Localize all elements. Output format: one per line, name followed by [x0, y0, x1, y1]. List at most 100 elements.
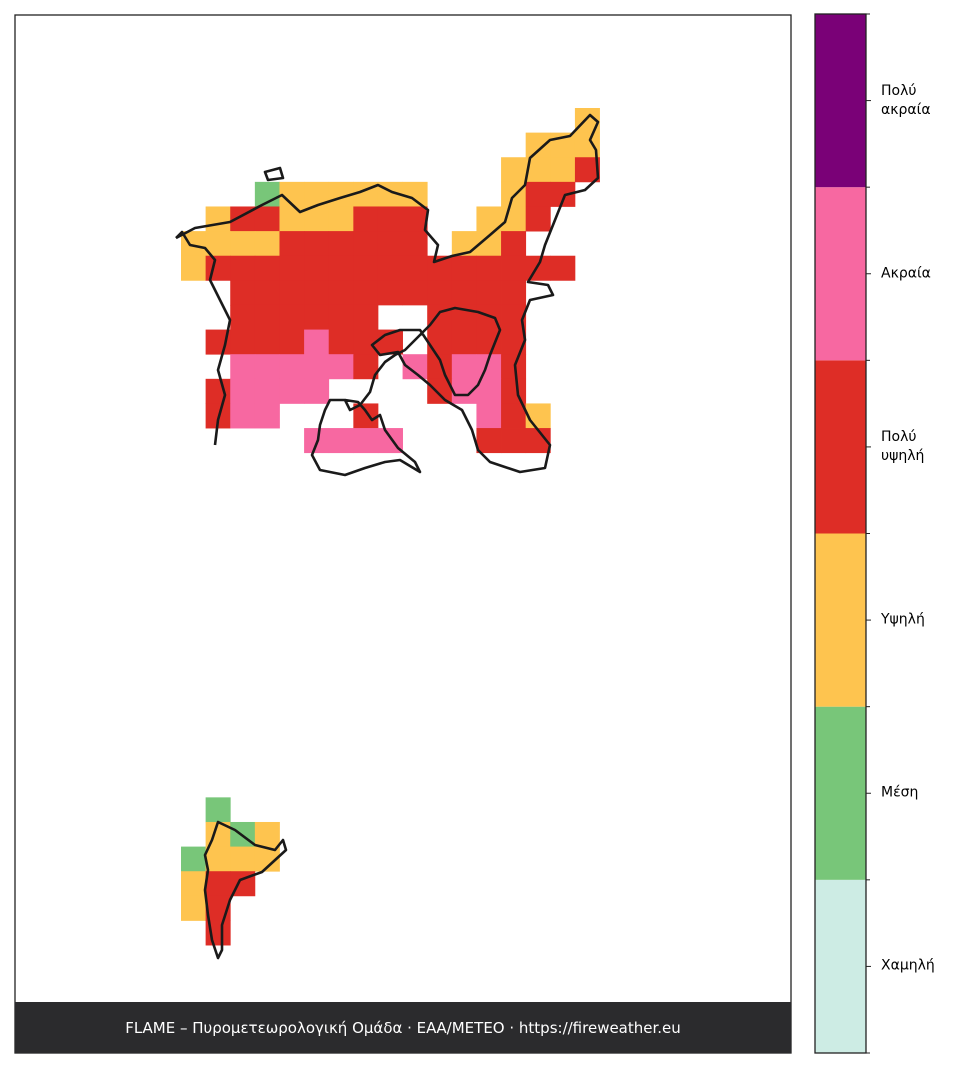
risk-cell [254, 255, 280, 281]
risk-cell [304, 354, 330, 380]
legend-label: Χαμηλή [881, 957, 935, 974]
risk-cell [328, 354, 354, 380]
risk-cell [230, 403, 256, 429]
risk-cell [451, 354, 477, 380]
risk-cell [279, 329, 305, 355]
coastline-islet [263, 166, 285, 182]
risk-cell [377, 280, 403, 306]
risk-cell [279, 378, 305, 404]
risk-cell [402, 280, 428, 306]
risk-cell [254, 231, 280, 257]
risk-cell [230, 255, 256, 281]
risk-cell [525, 206, 551, 232]
risk-grid [181, 108, 600, 946]
risk-cell [328, 280, 354, 306]
risk-cell [501, 329, 527, 355]
risk-cell [501, 280, 527, 306]
risk-cell [230, 378, 256, 404]
risk-cell [328, 329, 354, 355]
risk-cell [328, 255, 354, 281]
risk-cell [353, 280, 379, 306]
legend-label: Μέση [881, 784, 919, 801]
legend-label: Υψηλή [881, 611, 925, 628]
risk-cell [353, 304, 379, 330]
colorbar-segment [815, 533, 866, 707]
risk-cell [427, 280, 453, 306]
risk-cell [353, 206, 379, 232]
risk-cell [279, 206, 305, 232]
risk-cell [402, 231, 428, 257]
colorbar-frame [814, 13, 867, 1054]
colorbar [815, 13, 871, 1054]
risk-cell [254, 378, 280, 404]
risk-cell [279, 280, 305, 306]
risk-cell [304, 280, 330, 306]
risk-cell [402, 206, 428, 232]
risk-cell [230, 846, 256, 872]
risk-cell [181, 255, 207, 281]
risk-cell [501, 231, 527, 257]
risk-cell [230, 354, 256, 380]
risk-cell [550, 157, 576, 183]
risk-cell [230, 231, 256, 257]
risk-cell [181, 871, 207, 897]
risk-cell [304, 378, 330, 404]
coastline-west [175, 230, 232, 446]
risk-cell [476, 428, 502, 454]
legend-label: Ακραία [881, 265, 931, 282]
footer-text: FLAME – Πυρομετεωρολογική Ομάδα · ΕΑΑ/ME… [125, 1018, 681, 1037]
risk-cell [304, 206, 330, 232]
risk-cell [427, 329, 453, 355]
risk-cell [377, 231, 403, 257]
colorbar-segment [815, 879, 866, 1053]
risk-cell [205, 871, 231, 897]
risk-cell [205, 255, 231, 281]
risk-cell [254, 304, 280, 330]
risk-cell [254, 403, 280, 429]
colorbar-segment [815, 360, 866, 534]
risk-cell [525, 132, 551, 158]
risk-cell [254, 280, 280, 306]
risk-cell [451, 280, 477, 306]
risk-cell [230, 304, 256, 330]
risk-cell [230, 280, 256, 306]
risk-cell [525, 255, 551, 281]
legend-label: Πολύ ακραία [881, 82, 931, 118]
risk-cell [501, 378, 527, 404]
risk-cell [525, 403, 551, 429]
risk-cell [377, 255, 403, 281]
risk-cell [402, 181, 428, 207]
risk-cell [501, 354, 527, 380]
risk-cell [304, 329, 330, 355]
risk-cell [328, 304, 354, 330]
risk-cell [501, 157, 527, 183]
risk-cell [501, 428, 527, 454]
risk-cell [328, 428, 354, 454]
coastline-main [175, 113, 600, 477]
colorbar-segment [815, 14, 866, 188]
risk-cell [476, 280, 502, 306]
colorbar-segment [815, 187, 866, 361]
coastline [175, 113, 600, 960]
map-frame [14, 14, 792, 1054]
risk-cell [328, 206, 354, 232]
risk-cell [279, 255, 305, 281]
colorbar-segment [815, 706, 866, 880]
risk-cell [254, 329, 280, 355]
risk-cell [254, 821, 280, 847]
coastline-south [203, 820, 288, 960]
risk-cell [501, 403, 527, 429]
risk-cell [476, 403, 502, 429]
risk-cell [353, 255, 379, 281]
risk-cell [476, 255, 502, 281]
risk-cell [451, 255, 477, 281]
risk-cell [279, 231, 305, 257]
risk-cell [230, 329, 256, 355]
risk-cell [353, 231, 379, 257]
risk-cell [451, 329, 477, 355]
legend-label: Πολύ υψηλή [881, 428, 925, 464]
risk-cell [205, 846, 231, 872]
risk-cell [550, 255, 576, 281]
risk-cell [181, 895, 207, 921]
